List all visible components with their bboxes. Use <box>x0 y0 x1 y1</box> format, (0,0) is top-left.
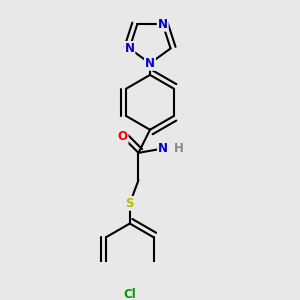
Text: N: N <box>145 57 155 70</box>
Text: Cl: Cl <box>123 288 136 300</box>
Text: N: N <box>158 142 168 155</box>
Text: N: N <box>124 42 134 55</box>
Text: H: H <box>174 142 184 155</box>
Text: O: O <box>118 130 128 143</box>
Text: S: S <box>126 197 134 210</box>
Text: N: N <box>158 18 168 31</box>
